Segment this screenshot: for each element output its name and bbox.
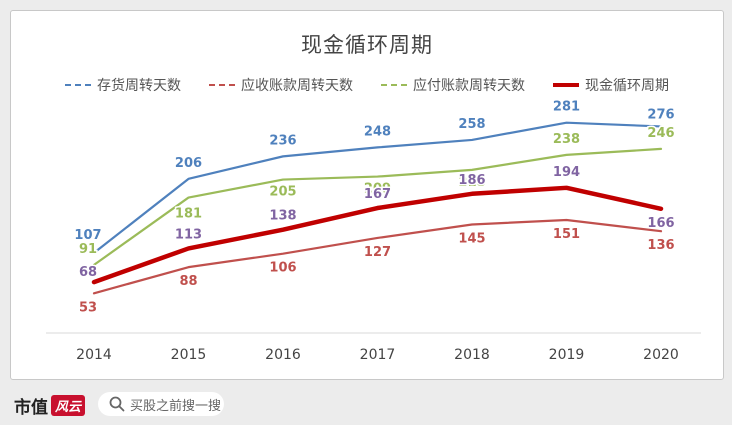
legend-label-payable: 应付账款周转天数 bbox=[413, 78, 525, 94]
footer-bar: 市值 风云 买股之前搜一搜 bbox=[0, 384, 732, 425]
data-label-payable-2016: 205 bbox=[269, 185, 296, 200]
data-label-payable-2020: 246 bbox=[647, 126, 674, 141]
data-label-cycle-2017: 167 bbox=[364, 187, 391, 202]
data-label-payable-2017: 209 bbox=[364, 182, 391, 197]
data-label-receivable-2017: 127 bbox=[364, 245, 391, 260]
data-label-payable-2015: 181 bbox=[175, 207, 202, 222]
legend-label-cycle: 现金循环周期 bbox=[585, 78, 669, 94]
legend-swatch-cycle bbox=[553, 83, 579, 87]
x-tick-label-2018: 2018 bbox=[454, 347, 490, 363]
data-label-cycle-2014: 68 bbox=[79, 265, 97, 280]
data-label-inventory-2014: 107 bbox=[74, 228, 101, 243]
line-chart: 2014 2015 2016 2017 2018 2019 2020 107 206 236 248… bbox=[46, 98, 701, 363]
data-label-inventory-2015: 206 bbox=[175, 156, 202, 171]
data-label-inventory-2016: 236 bbox=[269, 133, 296, 148]
legend-item-receivable: 应收账款周转天数 bbox=[209, 75, 353, 95]
data-label-inventory-2020: 276 bbox=[647, 107, 674, 122]
legend-label-inventory: 存货周转天数 bbox=[97, 78, 181, 94]
series-line-receivable bbox=[92, 218, 663, 295]
legend-swatch-receivable bbox=[209, 84, 235, 86]
x-tick-label-2014: 2014 bbox=[76, 347, 112, 363]
search-placeholder: 买股之前搜一搜 bbox=[130, 398, 222, 414]
series-line-cycle bbox=[91, 185, 664, 285]
data-label-payable-2014: 91 bbox=[79, 242, 97, 257]
x-tick-label-2015: 2015 bbox=[171, 347, 207, 363]
data-label-cycle-2015: 113 bbox=[175, 227, 202, 242]
x-tick-label-2017: 2017 bbox=[360, 347, 396, 363]
x-tick-label-2016: 2016 bbox=[265, 347, 301, 363]
legend-item-payable: 应付账款周转天数 bbox=[381, 75, 525, 95]
chart-card: 现金循环周期 存货周转天数 应收账款周转天数 应付账款周转天数 现金循环周期 2… bbox=[10, 10, 724, 380]
legend-item-cycle: 现金循环周期 bbox=[553, 75, 669, 95]
legend-swatch-inventory bbox=[65, 84, 91, 86]
data-label-receivable-2019: 151 bbox=[553, 227, 580, 242]
legend-swatch-payable bbox=[381, 84, 407, 86]
data-label-cycle-2016: 138 bbox=[269, 209, 296, 224]
brand-text: 市值 bbox=[14, 398, 48, 418]
x-tick-label-2019: 2019 bbox=[549, 347, 585, 363]
data-label-receivable-2016: 106 bbox=[269, 261, 296, 276]
brand-logo: 市值 风云 bbox=[14, 393, 86, 418]
data-label-cycle-2019: 194 bbox=[553, 165, 580, 180]
data-label-cycle-2020: 166 bbox=[647, 216, 674, 231]
data-label-receivable-2018: 145 bbox=[458, 231, 485, 246]
chart-title: 现金循环周期 bbox=[301, 33, 433, 57]
series-line-payable bbox=[92, 147, 663, 266]
brand-stamp: 风云 bbox=[51, 395, 86, 416]
data-label-receivable-2014: 53 bbox=[79, 300, 97, 315]
data-label-payable-2019: 238 bbox=[553, 132, 580, 147]
data-label-cycle-2018: 186 bbox=[458, 173, 485, 188]
legend-item-inventory: 存货周转天数 bbox=[65, 75, 181, 95]
data-label-inventory-2017: 248 bbox=[364, 124, 391, 139]
data-label-receivable-2015: 88 bbox=[179, 274, 197, 289]
data-label-inventory-2019: 281 bbox=[553, 100, 580, 115]
search-box[interactable]: 买股之前搜一搜 bbox=[98, 392, 224, 416]
data-label-payable-2018: 218 bbox=[458, 175, 485, 190]
legend-label-receivable: 应收账款周转天数 bbox=[241, 78, 353, 94]
x-tick-label-2020: 2020 bbox=[643, 347, 679, 363]
search-icon bbox=[109, 396, 125, 412]
series-line-inventory bbox=[92, 121, 663, 255]
data-label-inventory-2018: 258 bbox=[458, 117, 485, 132]
data-label-receivable-2020: 136 bbox=[647, 238, 674, 253]
chart-legend: 存货周转天数 应收账款周转天数 应付账款周转天数 现金循环周期 bbox=[11, 75, 723, 95]
